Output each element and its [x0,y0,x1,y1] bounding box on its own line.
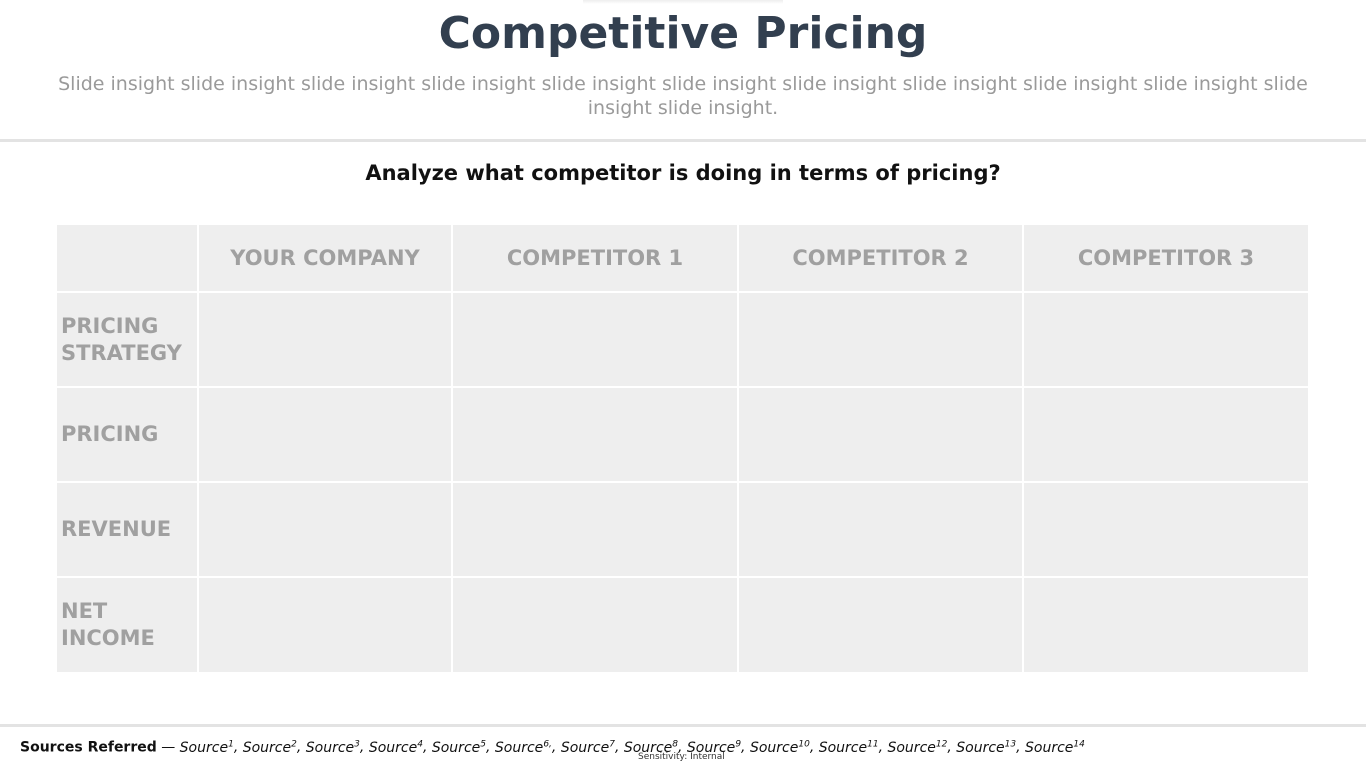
table-cell[interactable] [451,386,739,483]
table-header-row: YOUR COMPANY COMPETITOR 1 COMPETITOR 2 C… [57,225,1308,293]
source-number: 2 [291,739,297,749]
column-header-your-company: YOUR COMPANY [197,225,453,293]
source-name: Source [956,739,1005,756]
header-divider [0,139,1366,142]
table-cell[interactable] [451,291,739,388]
row-label-pricing: PRICING [57,386,199,483]
slide-insight: Slide insight slide insight slide insigh… [58,73,1308,119]
source-reference[interactable]: Source2 [242,739,297,756]
source-reference[interactable]: Source7 [560,739,615,756]
table-cell[interactable] [197,576,453,672]
source-number: 6, [543,739,552,749]
row-label-net-income: NET INCOME [57,576,199,672]
source-reference[interactable]: Source5 [431,739,486,756]
source-name: Source [242,739,292,756]
source-number: 9 [735,739,742,749]
table-cell[interactable] [1022,386,1308,483]
source-name: Source [368,739,418,756]
source-name: Source [749,739,799,756]
table-row: REVENUE [57,481,1308,578]
source-reference[interactable]: Source11 [818,739,879,756]
source-number: 13 [1004,739,1017,749]
table-cell[interactable] [1022,576,1308,672]
source-reference[interactable]: Source8 [623,739,678,756]
source-number: 1 [228,739,234,749]
table-row: PRICING [57,386,1308,483]
sensitivity-label: Sensitivity: Internal [638,752,725,762]
source-reference[interactable]: Source3 [305,739,360,756]
row-label-revenue: REVENUE [57,481,199,578]
table-cell[interactable] [1022,481,1308,578]
column-header-competitor-2: COMPETITOR 2 [737,225,1024,293]
source-name: Source [686,739,736,756]
source-name: Source [305,739,355,756]
sources-separator: — [156,739,180,756]
source-number: 14 [1073,739,1085,749]
source-number: 4 [417,739,423,749]
row-label-text: PRICING STRATEGY [61,313,182,365]
source-reference[interactable]: Source12 [887,739,948,756]
table-row: PRICING STRATEGY [57,291,1308,388]
source-number: 3 [354,739,360,749]
source-number: 10 [798,739,810,749]
source-name: Source [887,739,936,756]
source-name: Source [431,739,481,756]
source-number: 8 [672,739,678,749]
source-reference[interactable]: Source6, [494,739,552,756]
table-cell[interactable] [197,481,453,578]
sources-label: Sources Referred [20,739,157,756]
source-name: Source [623,739,673,756]
table-cell[interactable] [1022,291,1308,388]
source-name: Source [818,739,868,756]
slide-question: Analyze what competitor is doing in term… [365,161,1001,185]
table-cell[interactable] [737,291,1024,388]
table-cell[interactable] [197,386,453,483]
source-number: 12 [935,739,948,749]
table-row: NET INCOME [57,576,1308,672]
table-cell[interactable] [737,576,1024,672]
row-label-text: NET INCOME [61,599,155,650]
column-header-competitor-1: COMPETITOR 1 [451,225,739,293]
source-number: 7 [609,739,615,749]
source-name: Source [179,739,229,756]
source-reference[interactable]: Source13 [956,739,1017,756]
source-reference[interactable]: Source1 [179,739,234,756]
column-header-competitor-3: COMPETITOR 3 [1022,225,1308,293]
source-name: Source [1025,739,1074,756]
slide-title: Competitive Pricing [438,8,928,59]
row-label-pricing-strategy: PRICING STRATEGY [57,291,199,388]
table-cell[interactable] [451,576,739,672]
source-name: Source [560,739,610,756]
source-reference[interactable]: Source10 [749,739,810,756]
competitive-pricing-table: YOUR COMPANY COMPETITOR 1 COMPETITOR 2 C… [57,225,1308,672]
table-cell[interactable] [737,386,1024,483]
table-cell[interactable] [737,481,1024,578]
source-name: Source [494,739,544,756]
source-number: 11 [867,739,879,749]
source-reference[interactable]: Source9 [686,739,742,756]
source-reference[interactable]: Source4 [368,739,423,756]
sources-referred: Sources Referred — Source1, Source2, Sou… [20,739,1085,756]
source-reference[interactable]: Source14 [1025,739,1085,756]
source-number: 5 [480,739,486,749]
title-shadow [583,0,783,4]
table-header-corner [57,225,199,293]
footer-divider [0,724,1366,727]
table-cell[interactable] [451,481,739,578]
table-cell[interactable] [197,291,453,388]
sources-list: Source1, Source2, Source3, Source4, Sour… [179,739,1085,756]
